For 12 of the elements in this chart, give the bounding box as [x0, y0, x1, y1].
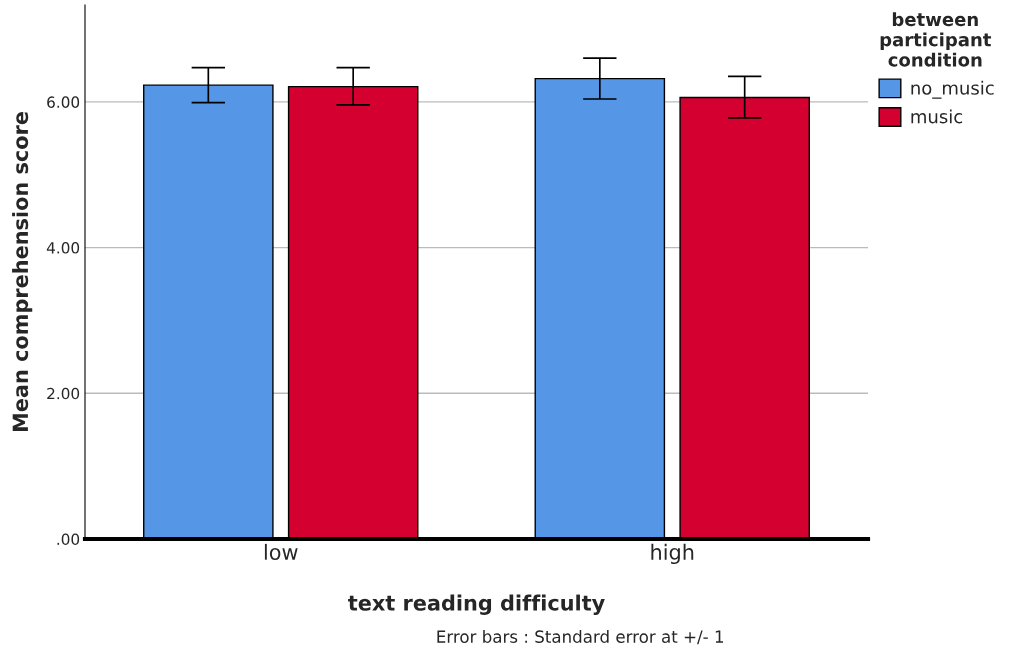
- x-tick-label: low: [264, 543, 298, 560]
- y-tick-label: 6.00: [47, 96, 80, 108]
- text: Error bars : Standard error at +/- 1: [437, 630, 724, 645]
- legend-title: between participant condition: [880, 12, 992, 67]
- x-tick-label: high: [651, 543, 694, 565]
- legend-label: no_music: [911, 80, 994, 99]
- y-tick-label: .00: [57, 533, 80, 546]
- legend-label: music: [911, 109, 963, 124]
- y-tick-label: 4.00: [46, 242, 80, 254]
- x-axis-title: text reading difficulty: [348, 594, 605, 615]
- y-axis-title: Mean comprehension score: [12, 112, 33, 432]
- y-tick-label: 2.00: [47, 387, 80, 400]
